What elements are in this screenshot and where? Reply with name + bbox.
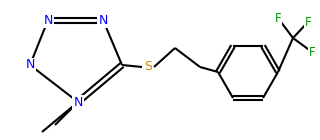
Text: N: N [25,59,35,72]
Text: F: F [275,11,281,24]
Text: F: F [305,16,311,29]
Text: N: N [98,13,108,26]
Text: N: N [73,95,83,108]
Text: F: F [309,46,315,59]
Text: N: N [43,13,53,26]
Text: S: S [144,60,152,74]
